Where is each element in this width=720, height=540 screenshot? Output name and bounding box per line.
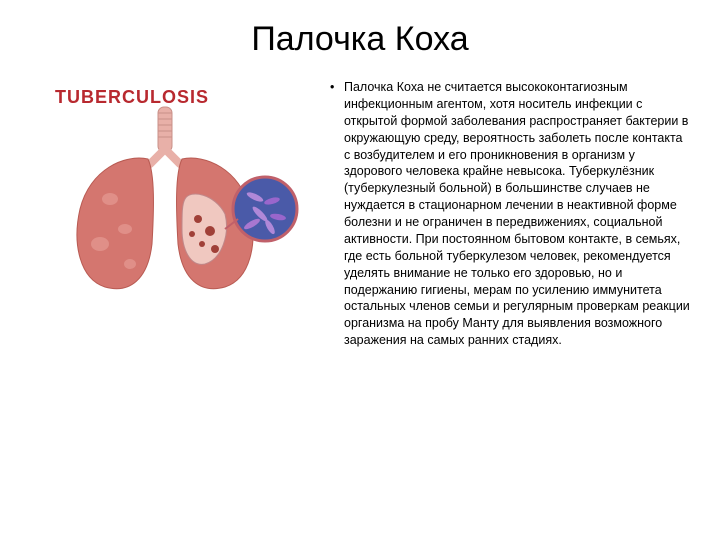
lungs-illustration: TUBERCULOSIS <box>30 79 310 299</box>
image-label: TUBERCULOSIS <box>55 87 209 108</box>
body-text: Палочка Коха не считается высококонтагио… <box>344 79 690 349</box>
lungs-svg <box>30 79 310 299</box>
slide-title: Палочка Коха <box>30 20 690 59</box>
bullet-list: Палочка Коха не считается высококонтагио… <box>330 79 690 349</box>
slide-container: Палочка Коха <box>0 0 720 540</box>
text-area: Палочка Коха не считается высококонтагио… <box>330 79 690 349</box>
content-row: TUBERCULOSIS Палочка Коха не считается в… <box>30 79 690 349</box>
image-area: TUBERCULOSIS <box>30 79 310 349</box>
